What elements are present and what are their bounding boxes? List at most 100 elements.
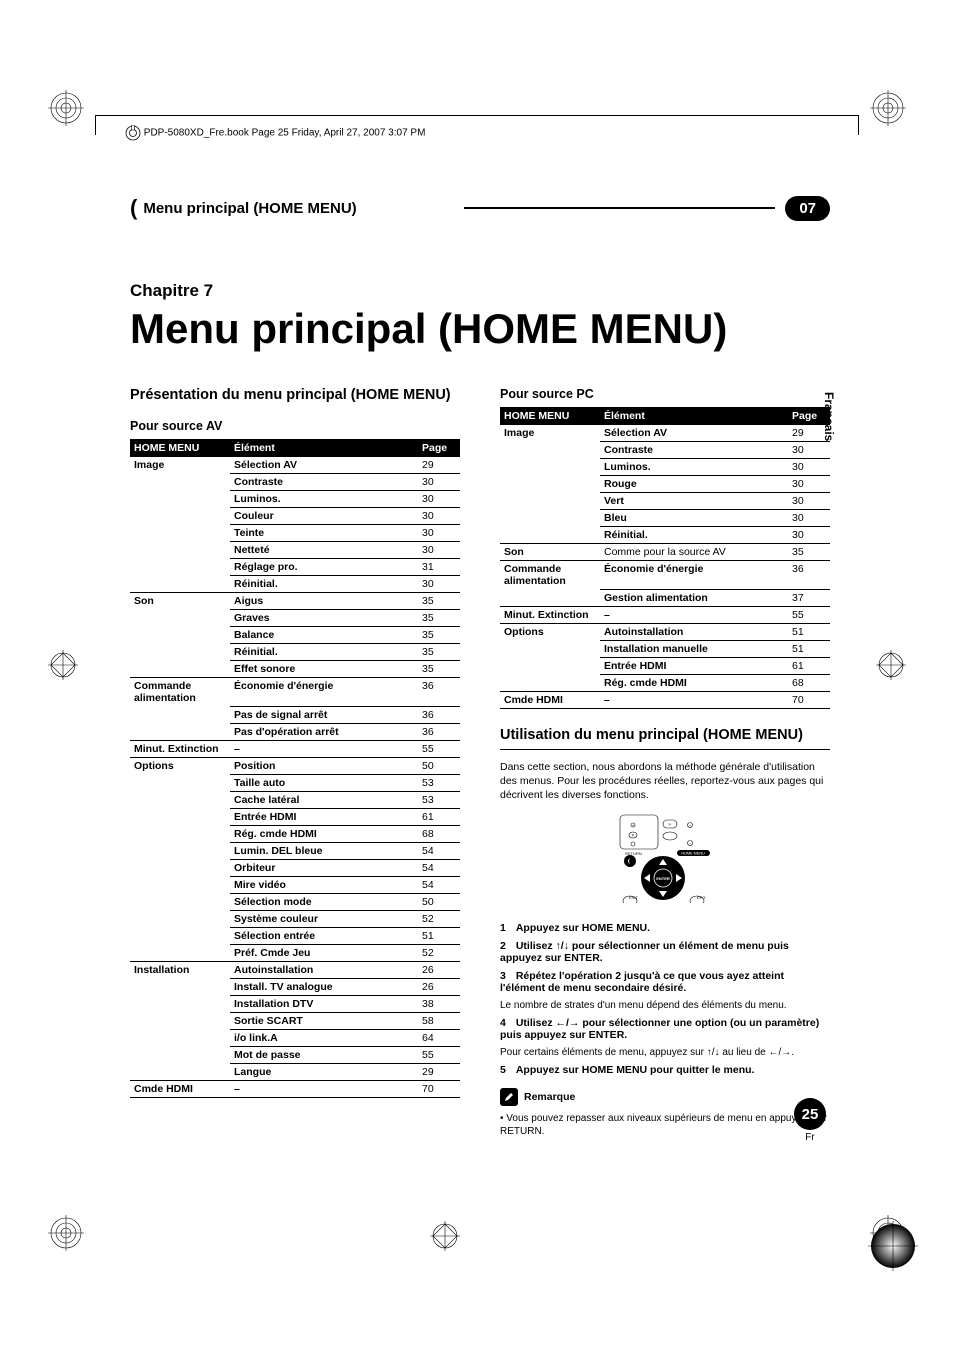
table-row: Luminos.30 <box>500 459 830 476</box>
print-mark-icon <box>430 1221 460 1251</box>
table-row: ImageSélection AV29 <box>130 457 460 474</box>
page-cell: 30 <box>418 474 460 491</box>
col-header: Page <box>788 407 830 425</box>
category-cell <box>130 706 230 723</box>
table-row: Rég. cmde HDMI68 <box>500 674 830 691</box>
step-text: Appuyez sur HOME MENU. <box>516 922 650 934</box>
category-cell <box>130 910 230 927</box>
intro-text: Dans cette section, nous abordons la mét… <box>500 760 830 803</box>
category-cell <box>500 476 600 493</box>
page-badge: 25 Fr <box>794 1098 826 1143</box>
element-cell: Pas de signal arrêt <box>230 706 418 723</box>
page-cell: 51 <box>788 640 830 657</box>
page-cell: 38 <box>418 995 460 1012</box>
table-row: Sortie SCART58 <box>130 1012 460 1029</box>
table-row: SonComme pour la source AV35 <box>500 544 830 561</box>
page-cell: 30 <box>788 493 830 510</box>
element-cell: Sélection mode <box>230 893 418 910</box>
table-row: Minut. Extinction–55 <box>500 606 830 623</box>
pencil-icon <box>500 1088 518 1106</box>
page-cell: 30 <box>788 459 830 476</box>
table-row: i/o link.A64 <box>130 1029 460 1046</box>
element-cell: Netteté <box>230 542 418 559</box>
page-cell: 36 <box>788 561 830 590</box>
table-row: OptionsAutoinstallation51 <box>500 623 830 640</box>
category-cell <box>130 610 230 627</box>
step-item: 4Utilisez ←/→ pour sélectionner une opti… <box>500 1017 830 1041</box>
page-cell: 30 <box>788 442 830 459</box>
table-row: Commande alimentationÉconomie d'énergie3… <box>130 678 460 707</box>
category-cell: Options <box>500 623 600 640</box>
category-cell: Cmde HDMI <box>130 1080 230 1097</box>
col-header: Élément <box>600 407 788 425</box>
page-cell: 30 <box>418 525 460 542</box>
table-row: SonAigus35 <box>130 593 460 610</box>
element-cell: – <box>230 740 418 757</box>
page-cell: 29 <box>788 425 830 442</box>
category-cell <box>500 674 600 691</box>
category-cell <box>130 944 230 961</box>
section-header: ( Menu principal (HOME MENU) 07 <box>130 195 830 221</box>
element-cell: Entrée HDMI <box>600 657 788 674</box>
category-cell: Minut. Extinction <box>500 606 600 623</box>
element-cell: Gestion alimentation <box>600 589 788 606</box>
table-row: Cache latéral53 <box>130 791 460 808</box>
print-mark-icon <box>876 650 906 680</box>
left-column: Présentation du menu principal (HOME MEN… <box>130 387 460 1139</box>
page-cell: 30 <box>418 576 460 593</box>
element-cell: Autoinstallation <box>230 961 418 978</box>
page-cell: 36 <box>418 706 460 723</box>
presentation-heading: Présentation du menu principal (HOME MEN… <box>130 387 460 403</box>
table-row: Sélection mode50 <box>130 893 460 910</box>
element-cell: Entrée HDMI <box>230 808 418 825</box>
table-row: Graves35 <box>130 610 460 627</box>
source-pc-heading: Pour source PC <box>500 387 830 401</box>
element-cell: – <box>600 606 788 623</box>
category-cell <box>500 527 600 544</box>
category-cell <box>130 525 230 542</box>
category-cell <box>130 559 230 576</box>
page-cell: 31 <box>418 559 460 576</box>
element-cell: Lumin. DEL bleue <box>230 842 418 859</box>
page-cell: 70 <box>418 1080 460 1097</box>
category-cell <box>130 825 230 842</box>
category-cell <box>500 442 600 459</box>
return-label: RETURN <box>625 851 642 856</box>
table-row: Luminos.30 <box>130 491 460 508</box>
table-row: Réinitial.30 <box>500 527 830 544</box>
category-cell: Options <box>130 757 230 774</box>
element-cell: Sélection entrée <box>230 927 418 944</box>
category-cell <box>130 774 230 791</box>
chapter-title: Menu principal (HOME MENU) <box>130 305 830 353</box>
table-row: Pas de signal arrêt36 <box>130 706 460 723</box>
table-row: Réinitial.35 <box>130 644 460 661</box>
source-av-heading: Pour source AV <box>130 419 460 433</box>
table-row: Sélection entrée51 <box>130 927 460 944</box>
page-cell: 55 <box>788 606 830 623</box>
category-cell <box>130 576 230 593</box>
element-cell: Mot de passe <box>230 1046 418 1063</box>
page-cell: 52 <box>418 910 460 927</box>
step-item: 3Répétez l'opération 2 jusqu'à ce que vo… <box>500 970 830 994</box>
page-cell: 30 <box>788 527 830 544</box>
element-cell: Luminos. <box>600 459 788 476</box>
table-row: Teinte30 <box>130 525 460 542</box>
page-cell: 52 <box>418 944 460 961</box>
element-cell: i/o link.A <box>230 1029 418 1046</box>
category-cell <box>130 842 230 859</box>
remark-label: Remarque <box>524 1091 575 1103</box>
page-cell: 54 <box>418 842 460 859</box>
page-cell: 61 <box>418 808 460 825</box>
category-cell <box>500 589 600 606</box>
chapter-label: Chapitre 7 <box>130 281 830 301</box>
page-cell: 30 <box>418 491 460 508</box>
category-cell <box>130 808 230 825</box>
page-cell: 55 <box>418 1046 460 1063</box>
page-cell: 50 <box>418 757 460 774</box>
page-cell: 30 <box>788 476 830 493</box>
crop-tick <box>95 115 96 135</box>
element-cell: – <box>600 691 788 708</box>
col-header: Page <box>418 439 460 457</box>
element-cell: Couleur <box>230 508 418 525</box>
section-title: Menu principal (HOME MENU) <box>143 200 454 217</box>
